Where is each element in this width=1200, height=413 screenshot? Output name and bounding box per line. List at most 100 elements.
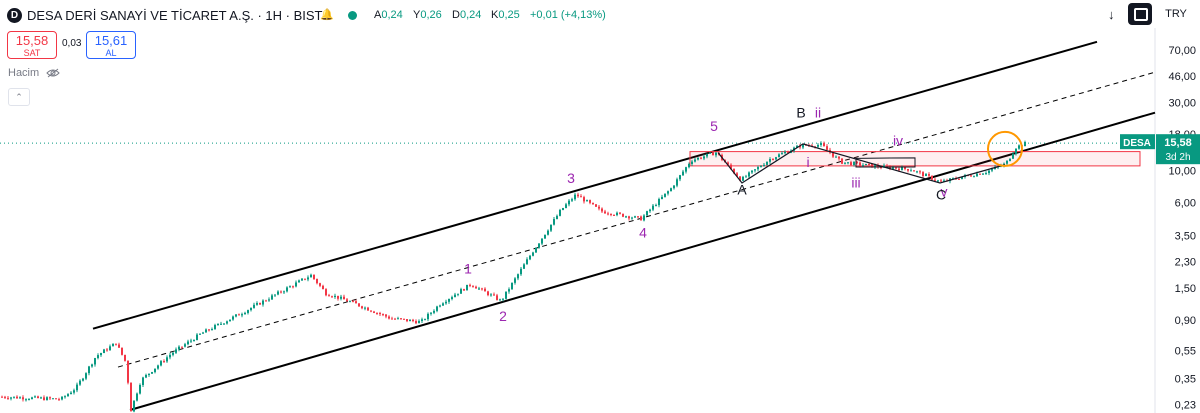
screenshot-icon[interactable] — [1128, 3, 1152, 25]
candle-body — [241, 314, 243, 316]
candle-body — [181, 346, 183, 348]
candle-body — [550, 224, 552, 231]
sell-button[interactable]: 15,58 SAT — [7, 31, 57, 59]
candle-body — [622, 213, 624, 217]
market-status-dot — [348, 11, 357, 20]
candle-body — [769, 159, 771, 162]
candle-body — [43, 397, 45, 401]
candle-body — [208, 329, 210, 331]
candle-body — [676, 179, 678, 186]
buy-button[interactable]: 15,61 AL — [86, 31, 136, 59]
candle-body — [223, 323, 225, 325]
candle-body — [565, 204, 567, 208]
candle-body — [370, 310, 372, 312]
candle-body — [823, 143, 825, 147]
candle-body — [226, 321, 228, 324]
candle-body — [985, 173, 987, 175]
candle-body — [772, 159, 774, 161]
candle-body — [472, 285, 474, 287]
candle-body — [1024, 142, 1026, 147]
candle-body — [106, 349, 108, 351]
candle-body — [652, 205, 654, 210]
candle-body — [604, 211, 606, 214]
candle-body — [268, 299, 270, 301]
candle-body — [79, 380, 81, 385]
candle-body — [928, 174, 930, 176]
wave-label: v — [941, 183, 948, 199]
price-axis-tick: 6,00 — [1175, 197, 1196, 209]
candle-body — [451, 297, 453, 299]
candle-body — [82, 378, 84, 381]
candle-body — [229, 319, 231, 322]
candle-body — [1006, 161, 1008, 164]
candle-body — [625, 216, 627, 218]
candle-body — [403, 318, 405, 320]
wave-label: ii — [815, 105, 821, 121]
currency-selector[interactable]: TRY — [1165, 8, 1187, 20]
candle-body — [466, 284, 468, 291]
candle-body — [130, 382, 132, 412]
candle-body — [850, 162, 852, 166]
candle-body — [787, 151, 789, 153]
candle-body — [232, 316, 234, 320]
candle-body — [427, 313, 429, 320]
candle-body — [643, 215, 645, 221]
candle-body — [304, 278, 306, 280]
candle-body — [658, 199, 660, 206]
symbol-title[interactable]: DESA DERİ SANAYİ VE TİCARET A.Ş. · 1H · … — [27, 8, 323, 23]
candle-body — [934, 179, 936, 181]
candle-body — [283, 291, 285, 293]
price-axis — [1155, 0, 1200, 413]
price-axis-tick: 1,50 — [1175, 283, 1196, 295]
candle-body — [607, 213, 609, 215]
wave-label: 1 — [464, 261, 472, 277]
candle-body — [508, 289, 510, 292]
collapse-chevron-icon[interactable]: ⌃ — [8, 88, 30, 106]
candle-body — [34, 396, 36, 398]
candle-body — [343, 296, 345, 300]
wave4-triangle — [855, 157, 916, 168]
candle-body — [496, 295, 498, 300]
candle-body — [391, 318, 393, 320]
candle-body — [571, 199, 573, 201]
candle-body — [10, 397, 12, 399]
candle-body — [868, 163, 870, 165]
candle-body — [37, 396, 39, 399]
candle-body — [535, 247, 537, 253]
candle-body — [397, 318, 399, 320]
candle-body — [274, 294, 276, 296]
price-change: +0,01 (+4,13%) — [530, 9, 606, 21]
candle-body — [628, 216, 630, 219]
candle-body — [712, 152, 714, 156]
candle-body — [751, 170, 753, 173]
candle-body — [577, 194, 579, 197]
candle-body — [310, 274, 312, 278]
candle-body — [661, 196, 663, 200]
highlight-circle — [987, 130, 1023, 167]
candle-body — [103, 349, 105, 354]
candle-body — [766, 161, 768, 165]
candle-body — [187, 341, 189, 345]
arrow-down-icon[interactable]: ↓ — [1108, 7, 1115, 22]
candle-body — [475, 286, 477, 289]
volume-indicator[interactable]: Hacim — [8, 67, 60, 79]
candle-body — [889, 166, 891, 169]
candle-body — [961, 177, 963, 180]
candle-body — [280, 291, 282, 293]
candle-body — [52, 398, 54, 400]
hidden-eye-icon[interactable] — [46, 68, 60, 78]
candle-body — [418, 320, 420, 324]
candle-body — [493, 294, 495, 296]
candle-body — [484, 288, 486, 292]
bell-icon[interactable]: 🔔 — [320, 9, 334, 21]
symbol-header: D DESA DERİ SANAYİ VE TİCARET A.Ş. · 1H … — [0, 0, 1155, 30]
candle-body — [820, 143, 822, 145]
sell-price: 15,58 — [15, 33, 49, 48]
candle-body — [592, 202, 594, 205]
candle-body — [94, 358, 96, 365]
candle-body — [355, 301, 357, 304]
channel-mid-line — [117, 71, 1156, 368]
candle-body — [199, 333, 201, 335]
candle-body — [832, 152, 834, 157]
